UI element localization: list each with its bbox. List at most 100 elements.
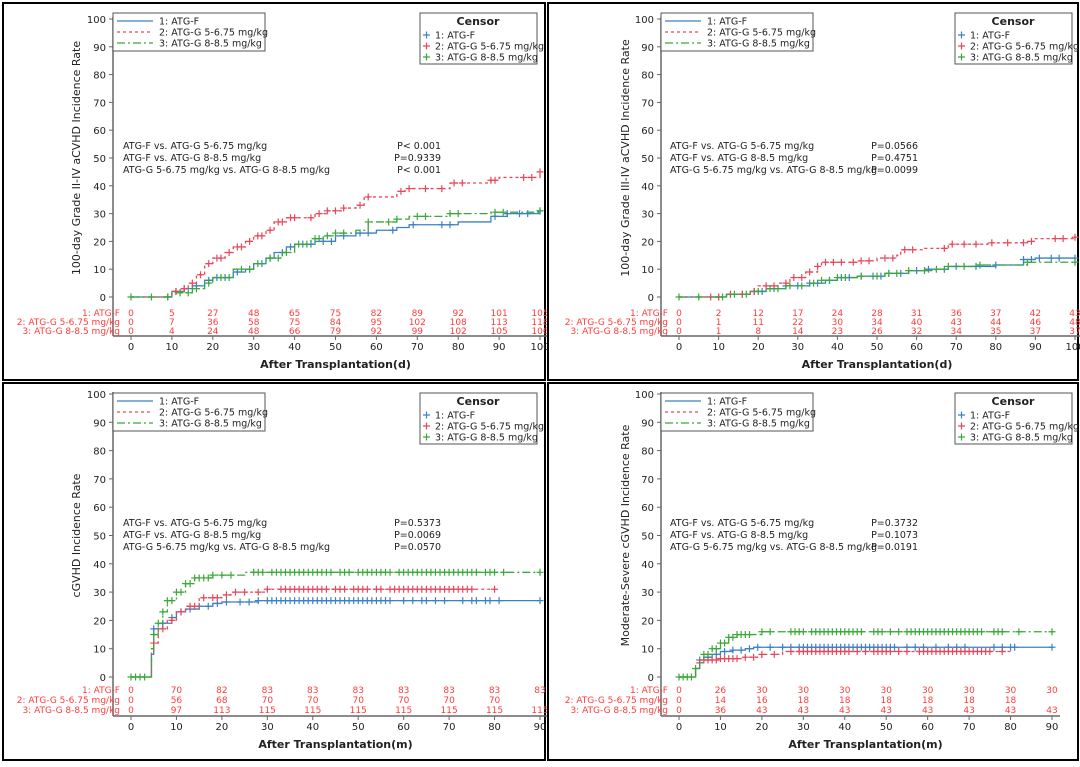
at-risk-count: 30 <box>798 686 810 696</box>
censor-legend-label: 1: ATG-F <box>435 31 475 42</box>
at-risk-count: 18 <box>922 696 934 706</box>
censor-mark-1 <box>737 646 745 654</box>
censor-mark-2 <box>315 210 323 218</box>
legend-label: 3: ATG-G 8-8.5 mg/kg <box>159 419 262 430</box>
censor-mark-3 <box>259 568 267 576</box>
at-risk-count: 0 <box>128 686 134 696</box>
at-risk-count: 56 <box>171 696 183 706</box>
censor-mark-2 <box>1051 235 1059 243</box>
at-risk-count: 115 <box>304 706 321 716</box>
at-risk-count: 105 <box>491 327 508 337</box>
censor-mark-2 <box>363 585 371 593</box>
comparison-p-value: P=0.0570 <box>394 542 441 553</box>
censor-mark-3 <box>1071 258 1079 266</box>
y-tick-label: 50 <box>93 154 106 165</box>
censor-mark-3 <box>536 207 544 215</box>
censor-mark-2 <box>790 274 798 282</box>
censor-legend-label: 1: ATG-F <box>970 31 1010 42</box>
y-tick-label: 50 <box>93 532 106 543</box>
at-risk-count: 43 <box>839 706 850 716</box>
censor-mark-3 <box>893 269 901 277</box>
censor-mark-3 <box>340 229 348 237</box>
censor-mark-2 <box>770 650 778 658</box>
censor-mark-3 <box>472 568 480 576</box>
legend-label: 2: ATG-G 5-6.75 mg/kg <box>707 408 816 419</box>
censor-mark-1 <box>254 597 262 605</box>
at-risk-count: 24 <box>832 309 844 319</box>
at-risk-row-label: 3: ATG-G 8-8.5 mg/kg <box>570 327 668 337</box>
censor-mark-2 <box>450 179 458 187</box>
censor-mark-3 <box>315 235 323 243</box>
censor-mark-3 <box>327 568 335 576</box>
x-axis-label: After Transplantation(m) <box>258 738 412 751</box>
censor-mark-3 <box>192 285 200 293</box>
x-tick-label: 80 <box>1004 722 1017 733</box>
at-risk-count: 43 <box>1069 309 1080 319</box>
at-risk-count: 113 <box>213 706 230 716</box>
censor-legend-label: 1: ATG-F <box>970 411 1010 422</box>
censor-mark-3 <box>274 254 282 262</box>
censor-mark-2 <box>397 187 405 195</box>
censor-mark-1 <box>287 243 295 251</box>
censor-mark-2 <box>758 650 766 658</box>
at-risk-count: 18 <box>839 696 851 706</box>
censor-legend-title: Censor <box>992 15 1035 28</box>
censor-mark-2 <box>806 268 814 276</box>
censor-mark-3 <box>978 628 986 636</box>
comparison-p-value: P=0.0191 <box>871 542 918 553</box>
panel-border <box>547 382 1079 761</box>
comparison-p-value: P=0.4751 <box>871 153 918 164</box>
censor-mark-1 <box>364 229 372 237</box>
censor-mark-3 <box>386 568 394 576</box>
y-tick-label: 90 <box>93 43 106 54</box>
y-tick-label: 30 <box>641 210 654 221</box>
at-risk-count: 115 <box>350 706 367 716</box>
comparison-label: ATG-G 5-6.75 mg/kg vs. ATG-G 8-8.5 mg/kg <box>123 542 330 553</box>
censor-legend-title: Censor <box>992 395 1035 408</box>
censor-mark-2 <box>528 173 536 181</box>
x-tick-label: 30 <box>797 722 810 733</box>
censor-mark-2 <box>972 240 980 248</box>
x-tick-label: 50 <box>329 342 342 353</box>
censor-mark-2 <box>948 240 956 248</box>
at-risk-count: 0 <box>128 327 134 337</box>
censor-mark-3 <box>960 262 968 270</box>
comparison-p-value: P< 0.001 <box>397 165 441 176</box>
censor-mark-2 <box>845 648 853 656</box>
at-risk-count: 97 <box>171 706 182 716</box>
censor-mark-2 <box>1020 239 1028 247</box>
censor-mark-3 <box>254 260 262 268</box>
censor-mark-3 <box>218 571 226 579</box>
x-tick-label: 20 <box>216 722 229 733</box>
censor-mark-2 <box>1027 237 1035 245</box>
panel-border <box>547 2 1079 381</box>
censor-mark-3 <box>159 608 167 616</box>
censor-mark-3 <box>944 262 952 270</box>
censor-mark-3 <box>491 208 499 216</box>
x-tick-label: 90 <box>493 342 506 353</box>
y-tick-label: 30 <box>641 588 654 599</box>
censor-mark-3 <box>176 289 184 297</box>
legend-box <box>660 392 814 432</box>
at-risk-count: 43 <box>950 318 961 328</box>
censor-mark-1 <box>389 226 397 234</box>
censor-mark-1 <box>745 645 753 653</box>
censor-mark-3 <box>295 240 303 248</box>
censor-mark-3 <box>393 215 401 223</box>
at-risk-count: 30 <box>1005 686 1017 696</box>
chart-panel-4: 0 10 20 30 40 50 60 70 80 90 100 0 10 20 30 40 50 60 70 80 9… <box>547 382 1079 761</box>
series-line-2 <box>131 588 495 678</box>
censor-mark-2 <box>180 285 188 293</box>
x-tick-label: 10 <box>714 722 727 733</box>
at-risk-count: 70 <box>171 686 183 696</box>
censor-legend-title: Censor <box>457 15 500 28</box>
censor-mark-2 <box>421 185 429 193</box>
censor-mark-3 <box>810 279 818 287</box>
censor-mark-2 <box>889 254 897 262</box>
x-tick-label: 50 <box>871 342 884 353</box>
x-tick-label: 40 <box>306 722 319 733</box>
y-tick-label: 70 <box>641 475 654 486</box>
y-tick-label: 100 <box>87 390 106 401</box>
at-risk-count: 83 <box>398 686 409 696</box>
censor-mark-3 <box>745 631 753 639</box>
